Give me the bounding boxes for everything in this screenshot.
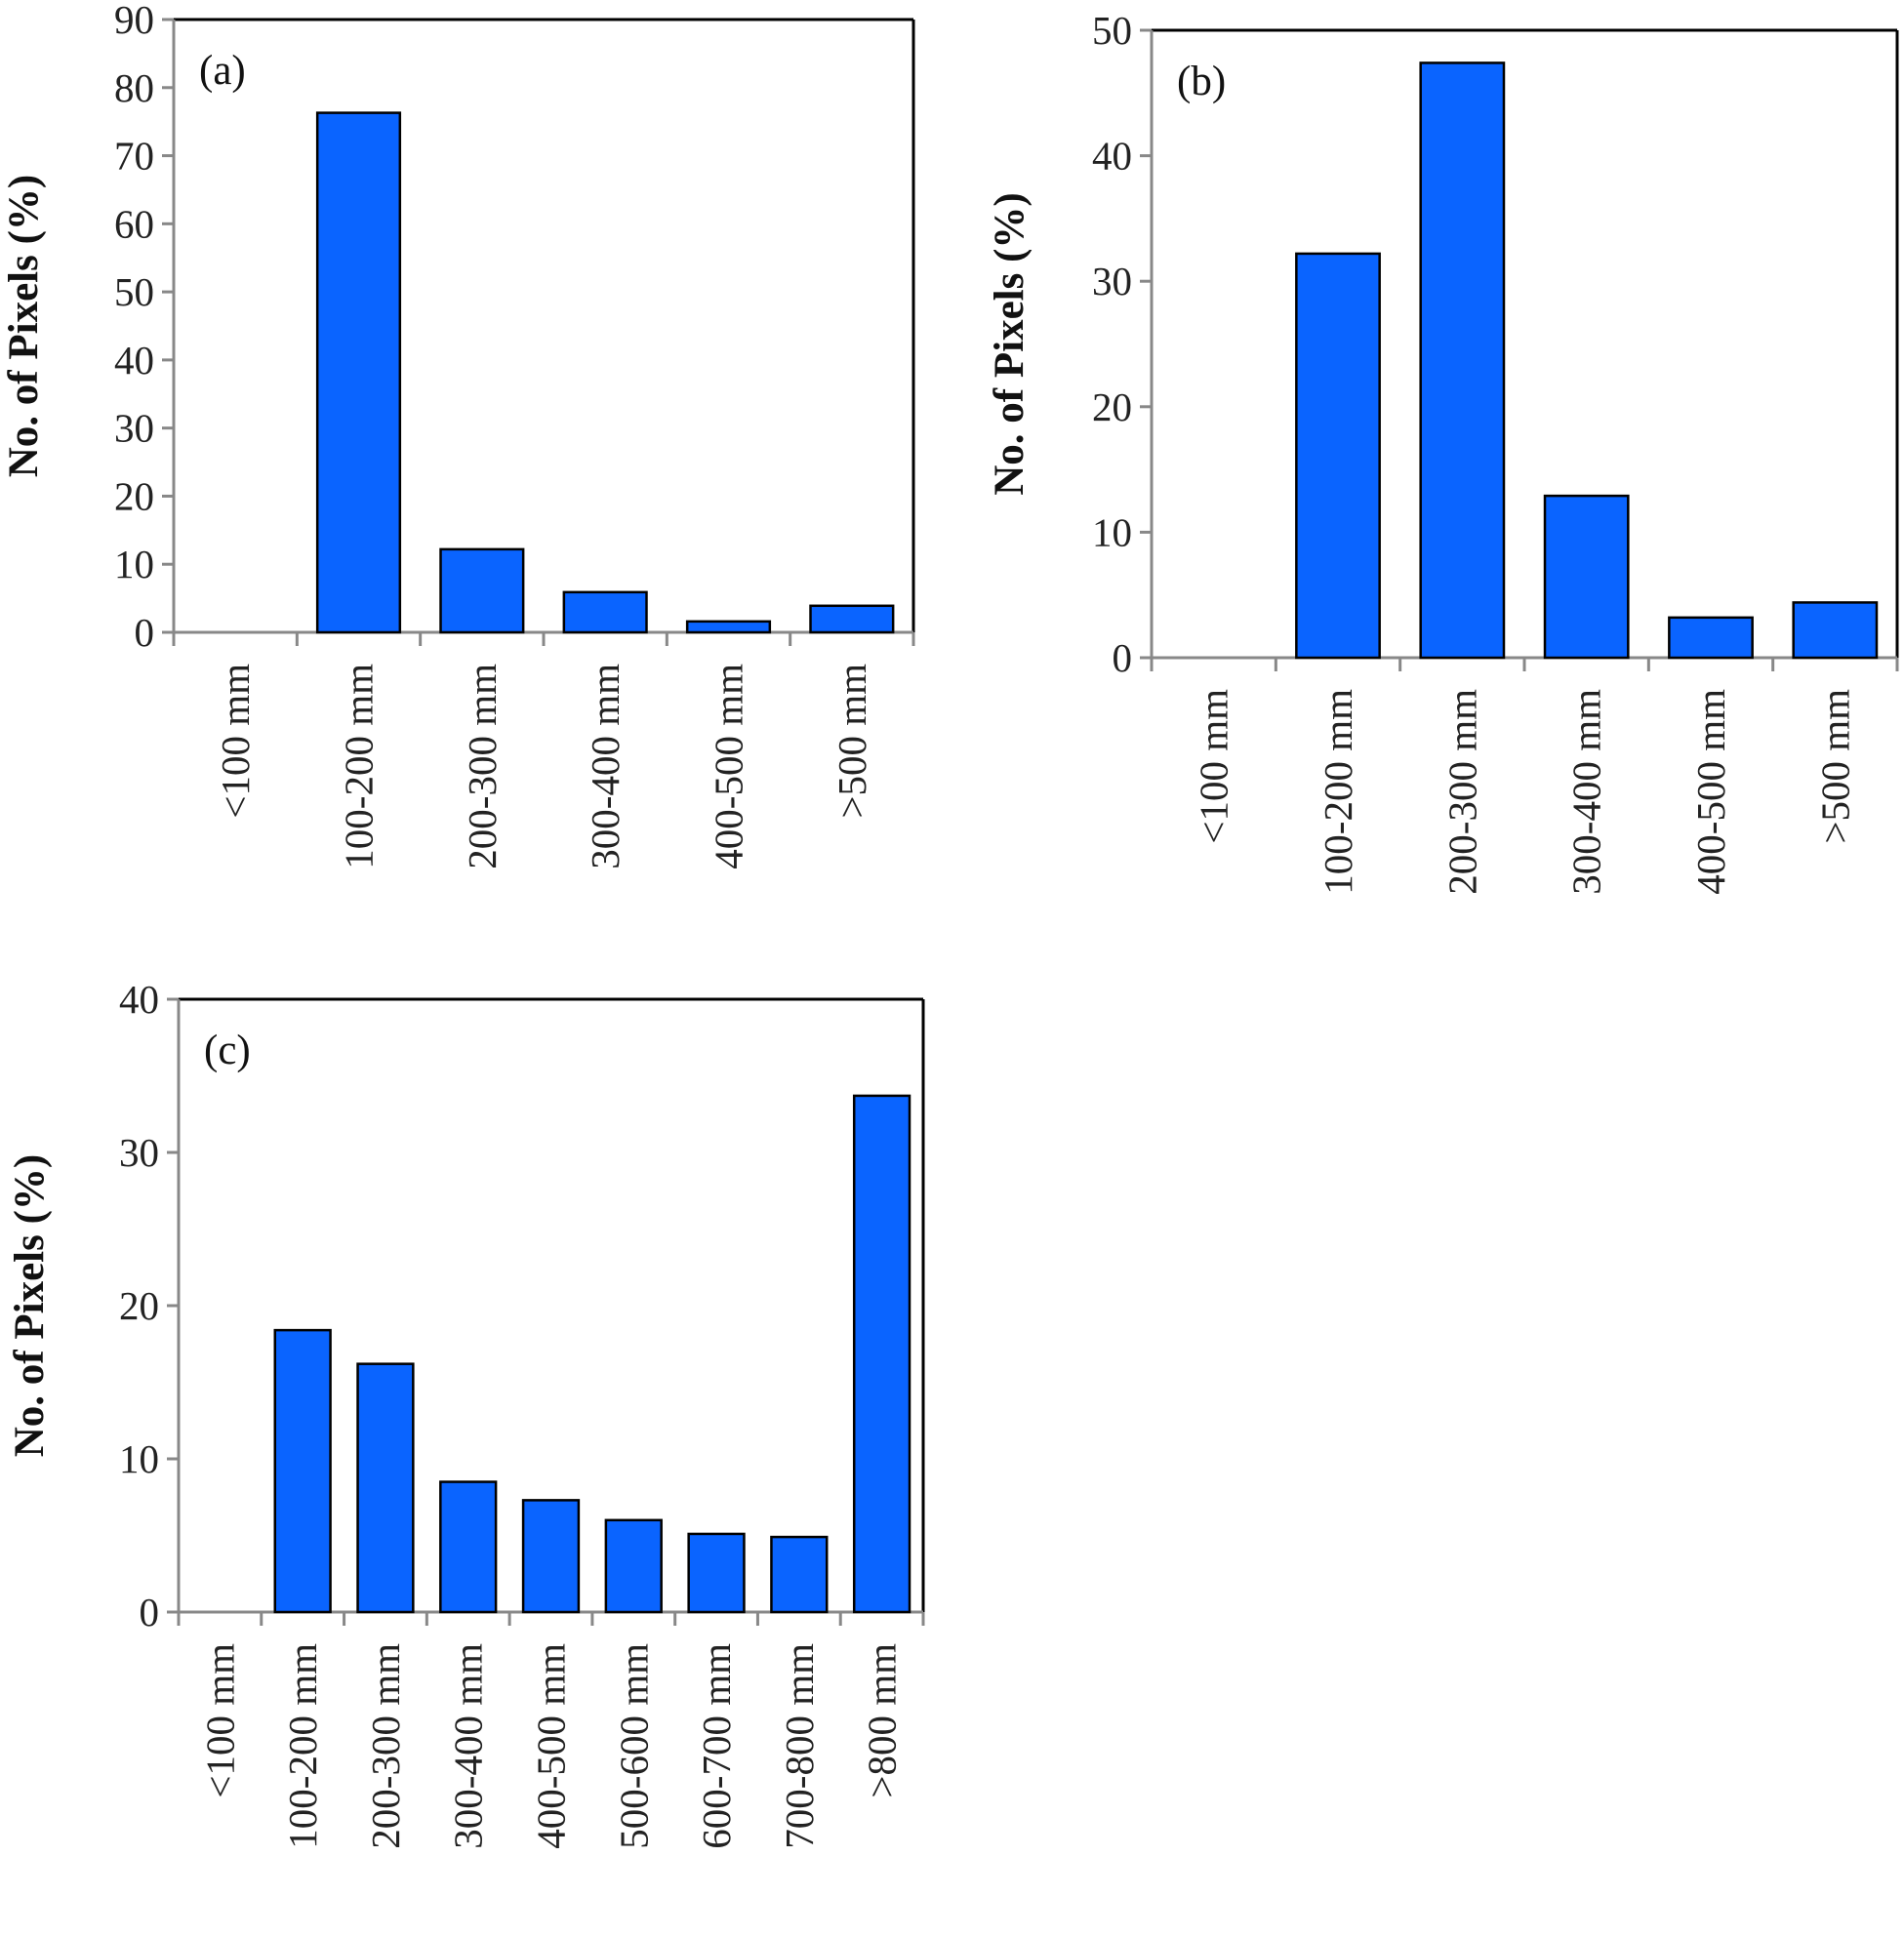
x-category-label: 100-200 mm	[337, 664, 382, 869]
y-tick-label: 20	[114, 473, 154, 518]
y-tick-label: 80	[114, 65, 154, 110]
y-tick-label: 90	[114, 0, 154, 42]
y-tick-label: 30	[114, 406, 154, 451]
panel-label: (b)	[1177, 59, 1226, 104]
bar	[685, 620, 772, 634]
x-category-label: 500-600 mm	[611, 1643, 656, 1849]
bar	[273, 1328, 332, 1614]
bar	[809, 604, 895, 634]
x-category-label: 300-400 mm	[1564, 689, 1609, 895]
x-category-label: <100 mm	[1192, 689, 1236, 844]
x-category-label: 700-800 mm	[777, 1643, 822, 1849]
y-tick-label: 10	[114, 542, 154, 586]
y-tick-label: 0	[1113, 635, 1133, 680]
y-axis-title: No. of Pixels (%)	[7, 1154, 53, 1458]
y-tick-label: 20	[1092, 384, 1132, 429]
x-category-label: 100-200 mm	[1316, 689, 1360, 895]
x-category-label: 300-400 mm	[446, 1643, 491, 1849]
chart-a: 0 10 20 30 40 50 60 70 80 90 <100 mm 100-200 mm 200-…	[1, 0, 915, 869]
bar	[1792, 601, 1879, 660]
bar	[687, 1532, 746, 1614]
bar	[439, 547, 525, 634]
bar	[852, 1094, 911, 1614]
bar	[521, 1499, 581, 1614]
y-tick-label: 50	[1092, 8, 1132, 53]
bar	[562, 590, 648, 634]
x-category-label: 200-300 mm	[460, 664, 505, 869]
bar	[1295, 252, 1381, 660]
bar	[356, 1362, 415, 1614]
x-category-label: 200-300 mm	[1439, 689, 1484, 895]
y-tick-label: 10	[1092, 509, 1132, 554]
y-tick-label: 0	[140, 1590, 160, 1634]
bar	[604, 1518, 663, 1614]
y-axis-title: No. of Pixels (%)	[1, 175, 47, 478]
bar	[315, 111, 402, 634]
y-tick-label: 50	[114, 269, 154, 314]
y-tick-label: 0	[135, 610, 155, 655]
x-category-label: 600-700 mm	[694, 1643, 739, 1849]
panel-label: (a)	[199, 48, 246, 94]
x-category-label: <100 mm	[197, 1643, 242, 1798]
bar	[770, 1535, 829, 1614]
x-category-label: 200-300 mm	[363, 1643, 408, 1849]
chart-c: 0 10 20 30 40 <100 mm 100-200 mm 200-300 mm 300-…	[7, 977, 925, 1849]
y-tick-label: 10	[119, 1436, 159, 1481]
bar	[1543, 494, 1630, 660]
y-tick-label: 30	[1092, 259, 1132, 303]
y-axis-title: No. of Pixels (%)	[987, 192, 1033, 496]
x-category-label: >500 mm	[1812, 689, 1857, 844]
y-tick-label: 40	[1092, 134, 1132, 179]
x-category-label: 400-500 mm	[707, 664, 751, 869]
y-tick-label: 60	[114, 201, 154, 246]
y-tick-label: 20	[119, 1283, 159, 1328]
x-category-label: <100 mm	[213, 664, 258, 819]
y-tick-label: 40	[114, 338, 154, 383]
x-category-label: 300-400 mm	[583, 664, 628, 869]
chart-b: 0 10 20 30 40 50 <100 mm 100-200 mm 200-300 mm 30…	[987, 8, 1899, 895]
bar	[439, 1480, 498, 1614]
panel-label: (c)	[204, 1028, 251, 1073]
bar	[1668, 616, 1754, 660]
x-category-label: 400-500 mm	[1688, 689, 1733, 895]
x-category-label: >500 mm	[830, 664, 874, 819]
x-category-label: 100-200 mm	[280, 1643, 325, 1849]
x-category-label: 400-500 mm	[529, 1643, 574, 1849]
y-tick-label: 70	[114, 134, 154, 179]
y-tick-label: 40	[119, 977, 159, 1022]
y-tick-label: 30	[119, 1130, 159, 1175]
x-category-label: >800 mm	[860, 1643, 905, 1798]
bar	[1419, 61, 1506, 660]
